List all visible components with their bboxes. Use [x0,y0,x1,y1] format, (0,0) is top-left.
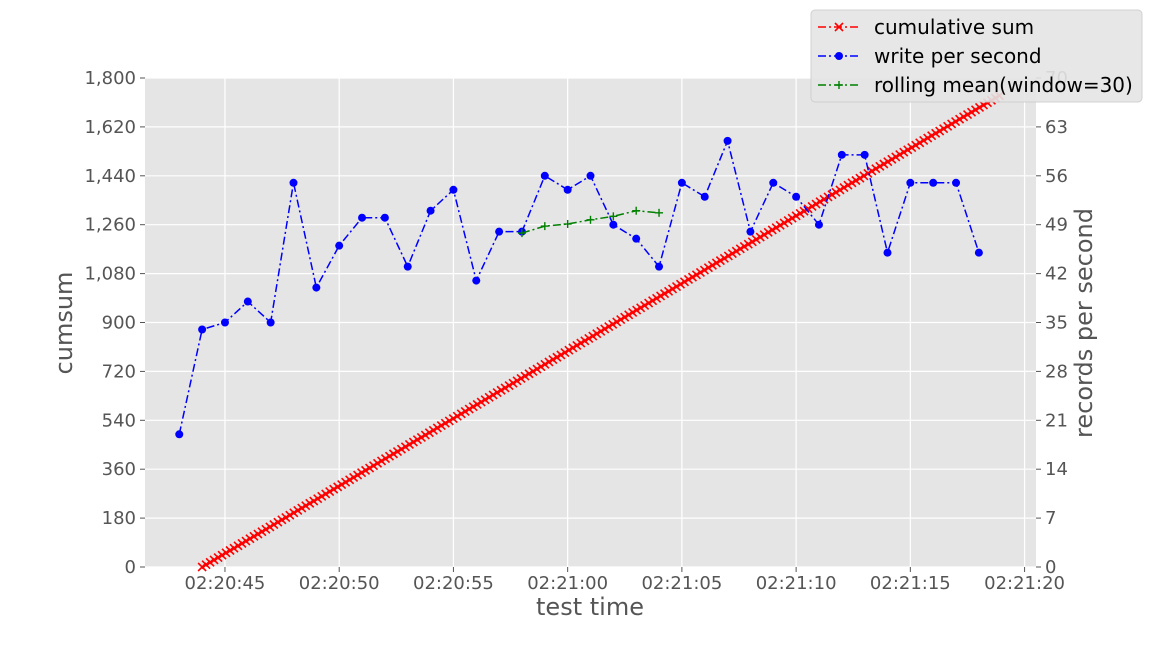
left-y-tick-label: 180 [102,508,136,529]
data-point [358,213,367,222]
data-point [860,150,869,159]
data-point [677,178,686,187]
plus-marker-point [835,81,843,89]
legend-label: write per second [874,44,1042,68]
right-y-tick-label: 21 [1045,410,1068,431]
x-tick-label: 02:21:10 [756,573,837,594]
data-point [883,248,892,257]
legend: cumulative sum write per second rolling me… [810,9,1143,103]
data-point [723,136,732,145]
data-point [655,262,664,271]
data-point [906,178,915,187]
x-axis-label: test time [536,593,644,621]
data-point [952,178,961,187]
right-y-tick-label: 49 [1045,215,1068,236]
left-y-axis-label: cumsum [50,272,78,375]
data-point [929,178,938,187]
left-y-tick-label: 540 [102,410,136,431]
right-y-tick-label: 14 [1045,459,1068,480]
series-layer [175,91,1005,572]
plus-marker-point [655,208,664,217]
right-y-tick-label: 35 [1045,313,1068,334]
data-point [220,318,229,327]
data-point [449,185,458,194]
data-point [632,234,641,243]
left-y-tick-label: 1,800 [84,68,136,89]
legend-entry: rolling mean(window=30) [818,73,1133,97]
left-y-tick-label: 1,620 [84,117,136,138]
right-y-tick-label: 0 [1045,557,1056,578]
data-point [974,248,983,257]
x-tick-label: 02:20:45 [185,573,266,594]
legend-label: cumulative sum [874,15,1034,39]
data-point [586,171,595,180]
right-y-axis-label: records per second [1070,208,1098,438]
right-y-tick-label: 28 [1045,361,1068,382]
plus-marker-point [586,215,595,224]
left-y-tick-label: 360 [102,459,136,480]
data-point [700,192,709,201]
data-point [426,206,435,215]
data-point [746,227,755,236]
data-point [495,227,504,236]
data-point [198,325,207,334]
data-point [814,220,823,229]
x-tick-label: 02:21:00 [527,573,608,594]
data-point [769,178,778,187]
x-tick-label: 02:21:20 [984,573,1065,594]
right-y-tick-label: 7 [1045,508,1056,529]
x-tick-label: 02:21:15 [870,573,951,594]
data-point [289,178,298,187]
left-y-tick-label: 720 [102,361,136,382]
data-point [175,430,184,439]
data-point [266,318,275,327]
x-tick-label: 02:21:05 [641,573,722,594]
data-point [837,150,846,159]
data-point [609,220,618,229]
right-y-tick-label: 63 [1045,117,1068,138]
plus-marker-point [563,220,572,229]
plus-marker-point [609,212,618,221]
x-tick-label: 02:20:55 [413,573,494,594]
data-point [243,297,252,306]
data-point [540,171,549,180]
plus-marker-point [517,229,526,238]
left-y-tick-label: 1,440 [84,166,136,187]
plus-marker-point [632,206,641,215]
left-y-tick-label: 1,260 [84,215,136,236]
right-y-tick-label: 42 [1045,264,1068,285]
series-cumulative-sum [197,91,1005,572]
data-point [472,276,481,285]
series-write-per-second [175,136,983,439]
data-point [312,283,321,292]
x-marker-point [834,22,844,32]
left-y-tick-label: 900 [102,313,136,334]
left-y-tick-label: 0 [125,557,136,578]
data-point [403,262,412,271]
right-y-tick-label: 56 [1045,166,1068,187]
plus-marker-point [540,222,549,231]
series-rolling-mean-window-30 [517,206,664,238]
x-tick-label: 02:20:50 [299,573,380,594]
legend-swatch-marker [835,52,843,60]
legend-box [810,9,1143,103]
left-y-tick-label: 1,080 [84,264,136,285]
data-point [335,241,344,250]
x-marker-stroke [834,22,844,32]
legend-label: rolling mean(window=30) [874,73,1133,97]
data-point [380,213,389,222]
legend-entry: write per second [818,44,1042,68]
data-point [563,185,572,194]
data-point [792,192,801,201]
legend-entry: cumulative sum [818,15,1034,39]
